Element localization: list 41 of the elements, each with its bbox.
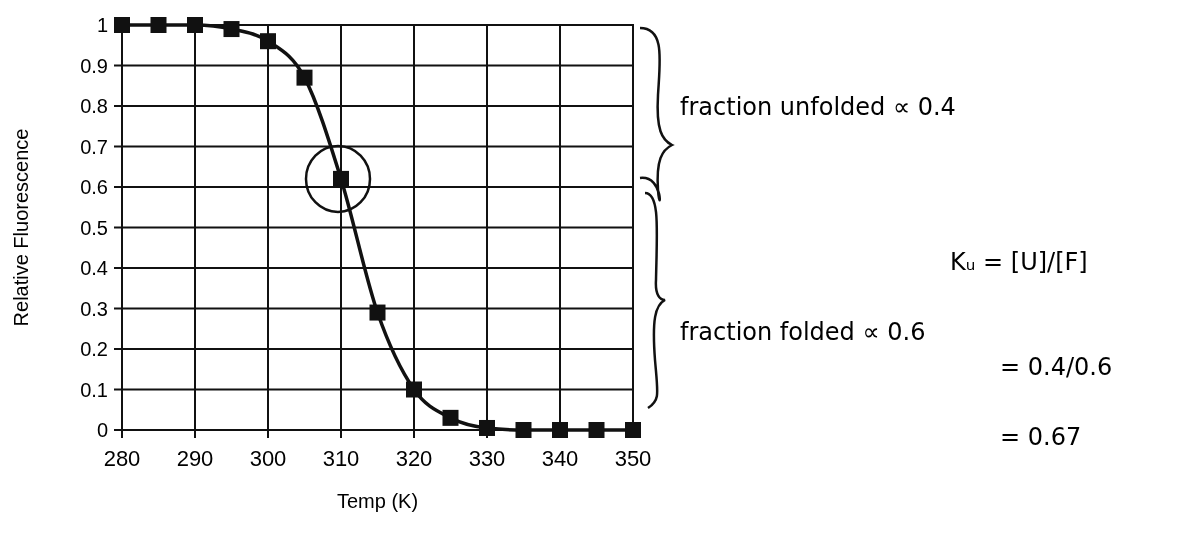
x-axis-title: Temp (K) <box>336 490 419 512</box>
x-tick-label: 290 <box>176 446 214 471</box>
y-tick-label: 0.3 <box>80 297 108 320</box>
point <box>333 170 349 187</box>
y-tick-label: 0.9 <box>80 54 108 77</box>
point <box>223 21 240 38</box>
text: fraction unfolded ∝ 0.4 <box>680 93 956 121</box>
x-tick-label: 350 <box>614 446 652 471</box>
y-tick-label: 0.4 <box>80 257 108 279</box>
point <box>150 17 167 33</box>
point <box>625 422 641 438</box>
point <box>442 409 459 426</box>
point <box>114 17 130 33</box>
y-tick-label: 1 <box>96 14 108 36</box>
point <box>552 422 568 438</box>
x-tick-label: 320 <box>395 446 433 471</box>
y-tick-label: 0.1 <box>80 378 108 401</box>
point <box>260 33 276 50</box>
point <box>187 17 203 33</box>
x-tick-label: 310 <box>322 446 360 471</box>
text: Kᵤ = [U]/[F] <box>950 248 1088 276</box>
point <box>296 69 313 86</box>
y-axis-title: Relative Fluorescence <box>10 128 32 327</box>
point <box>369 304 386 321</box>
text: = 0.4/0.6 <box>1000 353 1113 381</box>
x-tick-label: 330 <box>468 446 506 471</box>
y-tick-label: 0.5 <box>80 216 108 239</box>
y-tick-label: 0.7 <box>80 135 108 158</box>
x-tick-label: 280 <box>103 446 141 471</box>
point <box>588 422 605 438</box>
point <box>515 422 532 438</box>
point <box>479 419 495 436</box>
text: = 0.67 <box>1000 423 1082 451</box>
y-tick-label: 0 <box>96 419 108 441</box>
point <box>406 381 422 398</box>
x-tick-label: 300 <box>249 446 287 471</box>
y-tick-label: 0.8 <box>80 95 108 117</box>
x-tick-label: 340 <box>541 446 579 471</box>
y-tick-label: 0.6 <box>80 176 108 198</box>
text: fraction folded ∝ 0.6 <box>680 318 926 346</box>
y-tick-label: 0.2 <box>80 338 108 360</box>
